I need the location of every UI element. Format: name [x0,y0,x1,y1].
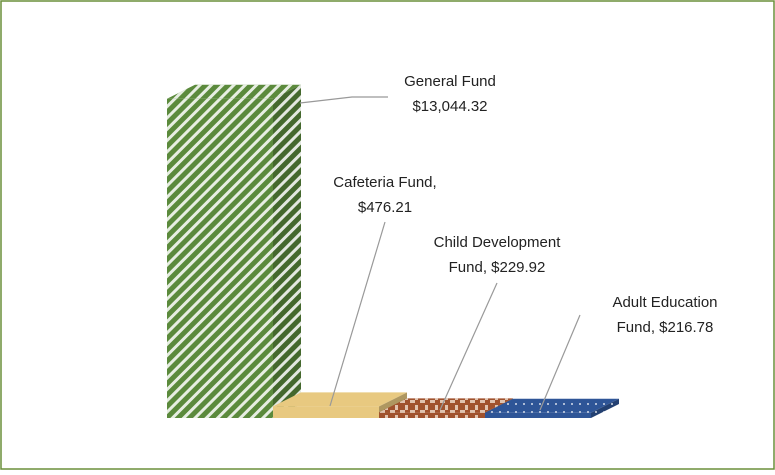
bar-side-pattern [591,398,619,418]
bar-front-pattern [485,412,591,418]
bar-top-pattern [167,84,301,99]
bar-front [273,406,379,418]
data-label: Fund, $229.92 [449,259,546,276]
leader-line [299,96,388,104]
leader-line [329,221,386,407]
data-label: General Fund [404,73,496,90]
bar-side-pattern [273,84,301,418]
data-label: Cafeteria Fund, [333,174,436,191]
data-label: $476.21 [358,199,412,216]
bar-front-pattern [167,98,273,418]
data-label: $13,044.32 [412,98,487,115]
data-label: Adult Education [612,294,717,311]
bar-top [273,392,407,407]
data-label: Child Development [434,234,562,251]
bar-top-pattern [485,398,619,413]
leader-line [539,314,581,411]
bar-front-pattern [379,412,485,418]
data-label: Fund, $216.78 [617,319,714,336]
leader-line [439,282,498,411]
bar-top-pattern [379,398,513,413]
